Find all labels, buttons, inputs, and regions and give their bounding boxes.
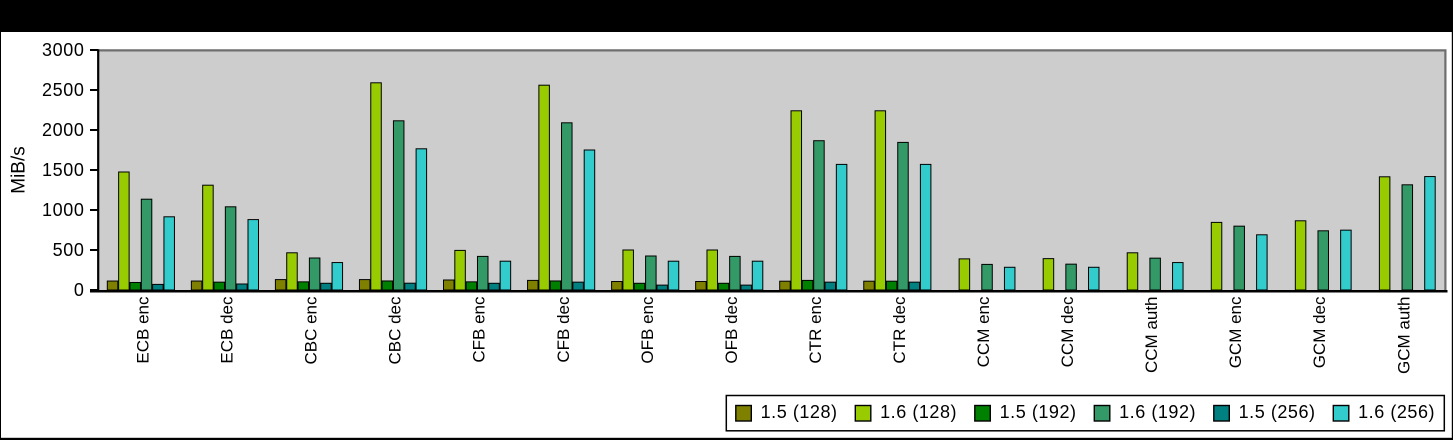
- svg-text:1.5 (192): 1.5 (192): [1000, 402, 1077, 422]
- svg-text:1.6 (192): 1.6 (192): [1119, 402, 1196, 422]
- svg-text:CFB enc: CFB enc: [470, 296, 489, 363]
- svg-text:2000: 2000: [42, 120, 84, 140]
- svg-text:ECB enc: ECB enc: [134, 296, 153, 364]
- svg-text:1.5 (128): 1.5 (128): [761, 402, 838, 422]
- svg-text:CCM enc: CCM enc: [974, 296, 993, 367]
- svg-text:1.6 (128): 1.6 (128): [880, 402, 957, 422]
- svg-text:CCM dec: CCM dec: [1058, 296, 1077, 367]
- svg-text:CCM auth: CCM auth: [1142, 297, 1161, 374]
- svg-text:GCM auth: GCM auth: [1394, 297, 1413, 374]
- svg-text:0: 0: [74, 280, 85, 300]
- svg-text:GCM enc: GCM enc: [1226, 296, 1245, 368]
- svg-text:1.5 (256): 1.5 (256): [1239, 402, 1316, 422]
- svg-text:OFB dec: OFB dec: [722, 296, 741, 364]
- svg-text:500: 500: [53, 240, 85, 260]
- svg-text:1500: 1500: [42, 160, 84, 180]
- svg-text:GCM dec: GCM dec: [1310, 296, 1329, 368]
- svg-text:2500: 2500: [42, 80, 84, 100]
- svg-text:CBC dec: CBC dec: [386, 296, 405, 365]
- svg-text:1000: 1000: [42, 200, 84, 220]
- svg-text:CTR dec: CTR dec: [890, 296, 909, 364]
- svg-text:ECB dec: ECB dec: [218, 296, 237, 364]
- svg-text:CBC enc: CBC enc: [302, 296, 321, 365]
- svg-text:3000: 3000: [42, 40, 84, 60]
- svg-text:1.6 (256): 1.6 (256): [1358, 402, 1435, 422]
- svg-text:CTR enc: CTR enc: [806, 296, 825, 364]
- svg-text:CFB dec: CFB dec: [554, 296, 573, 363]
- svg-text:OFB enc: OFB enc: [638, 296, 657, 364]
- svg-text:MiB/s: MiB/s: [8, 146, 29, 194]
